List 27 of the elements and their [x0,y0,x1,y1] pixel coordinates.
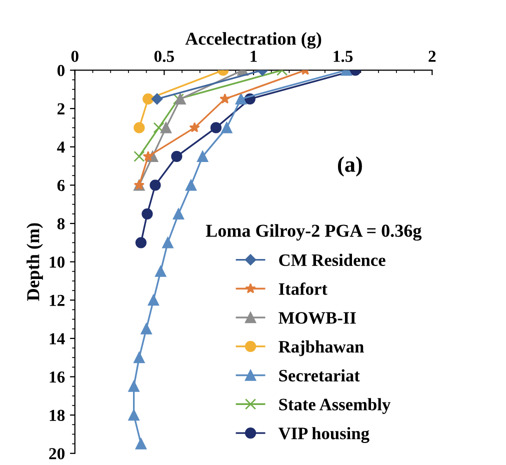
y-tick-label: 20 [49,448,65,460]
legend-label: CM Residence [279,254,386,266]
legend-label: VIP housing [278,427,370,443]
y-tick-label: 18 [50,410,65,422]
y-axis-title: Depth (m) [26,223,43,301]
y-tick-label: 6 [57,180,65,192]
y-tick-label: 0 [57,64,65,76]
legend-label: MOWB-II [278,312,356,324]
x-tick-label: 2 [428,50,436,62]
y-tick-label: 14 [50,333,65,344]
legend-title: Loma Gilroy-2 PGA = 0.36g [206,224,422,241]
legend-label: State Assembly [279,398,391,414]
x-tick-label: 0.5 [154,50,174,62]
y-tick-label: 12 [50,294,64,306]
y-tick-label: 4 [57,142,65,153]
legend-label: Itafort [278,282,328,295]
y-tick-label: 10 [50,256,65,268]
y-tick-label: 2 [58,103,64,114]
y-tick-label: 16 [50,371,65,383]
y-tick-label: 8 [57,218,65,230]
x-tick-label: 1 [250,50,257,62]
x-axis-title: Accelectration (g) [185,32,322,49]
annotation: (a) [338,156,362,176]
legend-label: Rajbhawan [278,340,364,356]
legend-label: Secretariat [279,369,360,382]
x-tick-label: 1.5 [334,50,353,62]
x-tick-label: 0 [71,50,78,62]
